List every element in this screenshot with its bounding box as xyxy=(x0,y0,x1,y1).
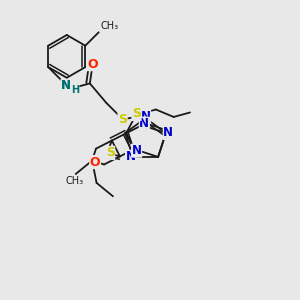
Text: S: S xyxy=(118,112,127,126)
Text: O: O xyxy=(87,58,98,70)
Text: N: N xyxy=(163,127,173,140)
Text: N: N xyxy=(132,144,142,157)
Text: N: N xyxy=(140,110,151,123)
Text: O: O xyxy=(90,156,101,169)
Text: N: N xyxy=(61,79,71,92)
Text: CH₃: CH₃ xyxy=(65,176,83,186)
Text: CH₃: CH₃ xyxy=(100,21,118,31)
Text: N: N xyxy=(61,79,71,92)
Text: N: N xyxy=(139,117,149,130)
Text: S: S xyxy=(132,107,141,121)
Text: H: H xyxy=(71,85,79,95)
Text: N: N xyxy=(126,150,136,164)
Text: S: S xyxy=(106,146,115,159)
